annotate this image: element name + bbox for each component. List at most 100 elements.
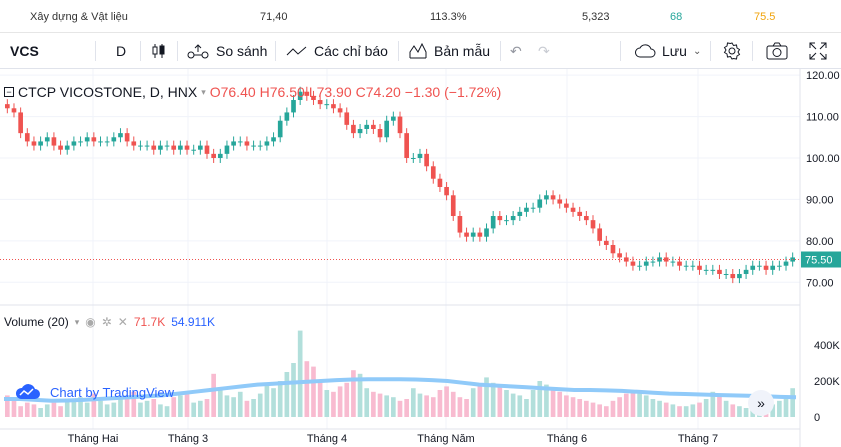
candle-body — [630, 261, 636, 266]
volume-bar — [424, 395, 429, 417]
candle-body — [364, 124, 370, 129]
toolbar-divider — [500, 41, 501, 61]
volume-bar — [723, 400, 729, 417]
candle-body — [464, 232, 469, 237]
scroll-to-realtime-button[interactable]: » — [748, 390, 774, 416]
volume-bar — [617, 397, 622, 417]
chevron-down-icon[interactable]: ▾ — [74, 316, 80, 327]
tradingview-cloud-icon — [15, 384, 40, 399]
camera-icon — [766, 42, 788, 60]
time-tick-label: Tháng 6 — [547, 433, 587, 445]
candle-body — [131, 141, 137, 146]
candle-body — [470, 232, 476, 237]
summary-value-2: 113.3% — [430, 11, 467, 23]
candle-body — [410, 158, 416, 159]
candle-body — [284, 112, 290, 121]
volume-bar — [71, 399, 77, 417]
volume-bar — [24, 402, 30, 417]
candle-body — [783, 261, 789, 266]
candle-body — [703, 269, 709, 271]
candle-body — [770, 265, 776, 270]
candle-body — [550, 195, 556, 200]
candle-body — [244, 141, 250, 146]
volume-bar — [337, 386, 343, 417]
undo-button[interactable]: ↶ — [510, 33, 522, 69]
candle-body — [337, 108, 343, 113]
volume-bar — [91, 393, 97, 417]
toolbar-divider — [752, 41, 753, 61]
candle-body — [537, 199, 543, 208]
snapshot-button[interactable] — [766, 33, 788, 69]
candle-body — [450, 195, 456, 216]
last-price-tag — [801, 251, 841, 268]
volume-bar — [603, 406, 609, 417]
tradingview-link[interactable]: Chart by TradingView — [14, 383, 174, 401]
volume-value: 71.7K — [133, 315, 166, 329]
volume-bar — [497, 386, 503, 417]
volume-axis: 400K 200K 0 — [814, 340, 840, 424]
candle-body — [178, 145, 183, 150]
candle-body — [264, 141, 270, 146]
save-button[interactable]: Lưu ⌄ — [634, 33, 701, 69]
legend-open: O76.40 — [209, 84, 256, 100]
candle-body — [564, 203, 569, 208]
interval-button[interactable]: D — [116, 33, 126, 69]
candle-body — [730, 274, 736, 279]
volume-bar — [44, 404, 50, 417]
volume-bar — [677, 406, 682, 417]
volume-bar — [138, 402, 143, 417]
candle-body — [277, 120, 283, 138]
price-chart[interactable]: 120.00 110.00 100.00 90.00 80.00 70.00 400K 20… — [0, 69, 841, 447]
volume-bar — [284, 372, 290, 417]
redo-button[interactable]: ↷ — [538, 33, 550, 69]
templates-button[interactable]: Bản mẫu — [408, 33, 490, 69]
fullscreen-button[interactable] — [808, 33, 828, 69]
candle-body — [504, 220, 509, 222]
close-icon[interactable]: ✕ — [117, 315, 128, 329]
settings-button[interactable] — [722, 33, 742, 69]
volume-bar — [51, 402, 57, 417]
volume-ma-line — [4, 377, 797, 403]
price-tick-label: 120.00 — [806, 70, 840, 82]
market-summary-row: Xây dựng & Vật liệu 71,40 113.3% 5,323 6… — [0, 0, 841, 33]
volume-bar — [570, 397, 576, 417]
candle-body — [237, 141, 243, 143]
volume-tick-label: 400K — [814, 340, 840, 352]
chevron-down-icon[interactable]: ▾ — [201, 86, 206, 97]
volume-bar — [477, 384, 483, 417]
volume-bar — [610, 400, 616, 417]
settings-icon[interactable]: ✲ — [101, 315, 112, 329]
summary-value-5: 75.5 — [754, 11, 776, 23]
candle-body — [723, 274, 729, 275]
volume-bar — [151, 399, 157, 417]
candle-body — [623, 257, 629, 262]
candle-body — [18, 112, 23, 134]
price-tick-label: 100.00 — [806, 153, 840, 165]
chart-type-button[interactable] — [150, 33, 168, 69]
volume-ma-polyline — [4, 377, 797, 403]
volume-bar — [670, 404, 676, 417]
volume-label: Volume (20) — [4, 315, 69, 329]
templates-icon — [409, 42, 427, 59]
symbol-selector[interactable]: VCS — [10, 33, 39, 69]
volume-bar — [597, 404, 602, 417]
candle-body — [211, 153, 216, 158]
candle-body — [757, 265, 762, 267]
visibility-icon[interactable]: ◉ — [85, 315, 96, 329]
toolbar-divider — [620, 41, 621, 61]
candle-body — [444, 187, 449, 196]
candle-body — [198, 145, 203, 150]
volume-bar — [783, 399, 789, 417]
chart-container[interactable]: 120.00 110.00 100.00 90.00 80.00 70.00 400K 20… — [0, 69, 841, 447]
candle-body — [637, 265, 642, 267]
branding-label: Chart by TradingView — [50, 384, 175, 400]
indicators-button[interactable]: Các chỉ báo — [286, 33, 388, 69]
candle-body — [24, 133, 30, 142]
price-axis: 120.00 110.00 100.00 90.00 80.00 70.00 — [806, 70, 840, 289]
volume-bar — [557, 391, 563, 417]
compare-button[interactable]: So sánh — [186, 33, 267, 69]
volume-bar — [450, 391, 456, 417]
collapse-icon[interactable]: − — [4, 87, 14, 97]
candle-body — [304, 91, 310, 96]
volume-bar — [770, 404, 776, 417]
